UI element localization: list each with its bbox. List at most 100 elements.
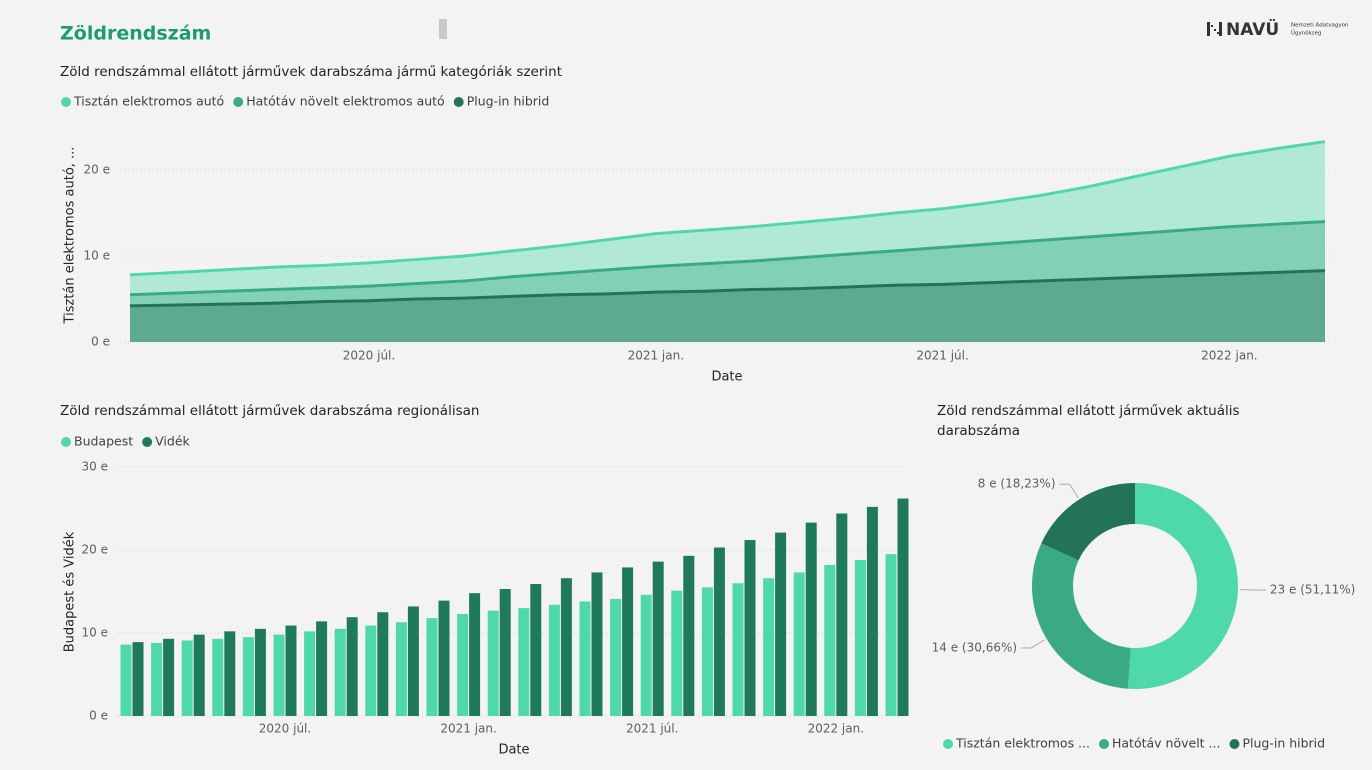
x-tick-label: 2021 júl. bbox=[916, 349, 968, 363]
y-tick-label: 0 e bbox=[91, 335, 110, 349]
legend-label: Hatótáv növelt elektromos autó bbox=[246, 94, 445, 109]
chart-title: Zöld rendszámmal ellátott járművek darab… bbox=[60, 403, 479, 419]
legend-label: Plug-in hibrid bbox=[467, 94, 550, 109]
leader-line bbox=[1059, 483, 1079, 498]
leader-line bbox=[1239, 589, 1266, 591]
bar bbox=[193, 634, 205, 716]
bar bbox=[469, 593, 481, 716]
bar bbox=[732, 583, 744, 716]
y-axis-label: Tisztán elektromos autó, ... bbox=[63, 147, 78, 325]
y-tick-label: 20 e bbox=[82, 543, 108, 557]
bar bbox=[744, 540, 756, 716]
legend-label: Budapest bbox=[74, 434, 133, 449]
bar bbox=[530, 584, 542, 716]
bar bbox=[304, 631, 316, 716]
bar bbox=[866, 506, 878, 716]
page-title: Zöldrendszám bbox=[60, 23, 211, 45]
pie-slice bbox=[1032, 543, 1131, 689]
bar bbox=[885, 554, 897, 716]
legend-label: Vidék bbox=[155, 434, 190, 449]
scroll-handle bbox=[439, 19, 447, 39]
bar bbox=[713, 547, 725, 716]
logo: NAVÜ bbox=[1226, 18, 1279, 40]
legend-marker bbox=[453, 97, 464, 107]
x-axis-label: Date bbox=[498, 743, 529, 758]
bar bbox=[518, 608, 530, 716]
bar bbox=[163, 638, 175, 716]
bar bbox=[334, 628, 346, 716]
y-tick-label: 30 e bbox=[82, 460, 108, 474]
bar bbox=[181, 640, 193, 716]
bar bbox=[273, 634, 285, 716]
bar bbox=[793, 572, 805, 716]
bar bbox=[457, 613, 469, 716]
pie-slice bbox=[1041, 483, 1135, 561]
bar bbox=[805, 522, 817, 716]
legend-marker bbox=[1229, 739, 1240, 749]
legend-label: Plug-in hibrid bbox=[1242, 736, 1325, 751]
bar bbox=[897, 498, 909, 716]
x-tick-label: 2022 jan. bbox=[1201, 349, 1257, 363]
x-tick-label: 2020 júl. bbox=[343, 349, 395, 363]
bar bbox=[346, 617, 358, 716]
bar bbox=[151, 642, 163, 716]
logo-subtitle: Ügynökség bbox=[1291, 30, 1322, 37]
x-axis-label: Date bbox=[711, 370, 742, 385]
bar bbox=[671, 590, 683, 716]
bar bbox=[407, 606, 419, 716]
bar bbox=[548, 604, 560, 716]
legend-marker bbox=[142, 437, 153, 447]
bar bbox=[212, 638, 224, 716]
y-tick-label: 0 e bbox=[89, 709, 108, 723]
x-tick-label: 2021 jan. bbox=[628, 349, 684, 363]
line bbox=[129, 140, 1326, 277]
bar bbox=[763, 578, 775, 716]
bar bbox=[775, 532, 787, 716]
chart-title: Zöld rendszámmal ellátott járművek aktuá… bbox=[937, 403, 1240, 439]
x-tick-label: 2020 júl. bbox=[259, 722, 311, 736]
y-axis-label: Budapest és Vidék bbox=[63, 531, 78, 652]
x-tick-label: 2021 jan. bbox=[440, 722, 496, 736]
bar bbox=[622, 567, 634, 716]
area bbox=[130, 221, 1325, 342]
bar bbox=[854, 559, 866, 716]
bar bbox=[132, 642, 144, 716]
bar bbox=[365, 625, 377, 716]
area bbox=[130, 141, 1325, 342]
x-tick-label: 2022 jan. bbox=[808, 722, 864, 736]
bar bbox=[640, 594, 652, 716]
bar bbox=[377, 612, 389, 716]
bar bbox=[610, 598, 622, 716]
legend-label: Tisztán elektromos ... bbox=[955, 736, 1090, 751]
bar bbox=[652, 561, 664, 716]
data-label: 8 e (18,23%) bbox=[978, 477, 1056, 491]
legend-label: Tisztán elektromos autó bbox=[73, 94, 224, 109]
bar bbox=[499, 589, 511, 716]
bar bbox=[254, 628, 266, 716]
bar bbox=[560, 578, 572, 716]
legend-marker bbox=[61, 97, 71, 107]
data-label: 23 e (51,11%) bbox=[1270, 583, 1355, 597]
bar bbox=[824, 564, 836, 716]
bar bbox=[487, 610, 499, 716]
bar bbox=[426, 618, 438, 716]
legend-marker bbox=[1099, 739, 1109, 749]
line bbox=[129, 269, 1326, 308]
data-label: 14 e (30,66%) bbox=[932, 640, 1017, 654]
bar bbox=[120, 644, 132, 716]
bar bbox=[316, 621, 328, 716]
bar bbox=[591, 572, 603, 716]
bar bbox=[285, 625, 297, 716]
chart-title: Zöld rendszámmal ellátott járművek darab… bbox=[60, 64, 562, 80]
logo-subtitle: Nemzeti Adatvagyon bbox=[1291, 23, 1349, 29]
bar bbox=[224, 631, 236, 716]
bar bbox=[579, 601, 591, 716]
bar bbox=[242, 637, 254, 716]
y-tick-label: 10 e bbox=[84, 249, 110, 263]
legend-marker bbox=[233, 97, 244, 107]
line bbox=[129, 220, 1326, 297]
legend-marker bbox=[943, 739, 953, 749]
area bbox=[130, 270, 1325, 342]
